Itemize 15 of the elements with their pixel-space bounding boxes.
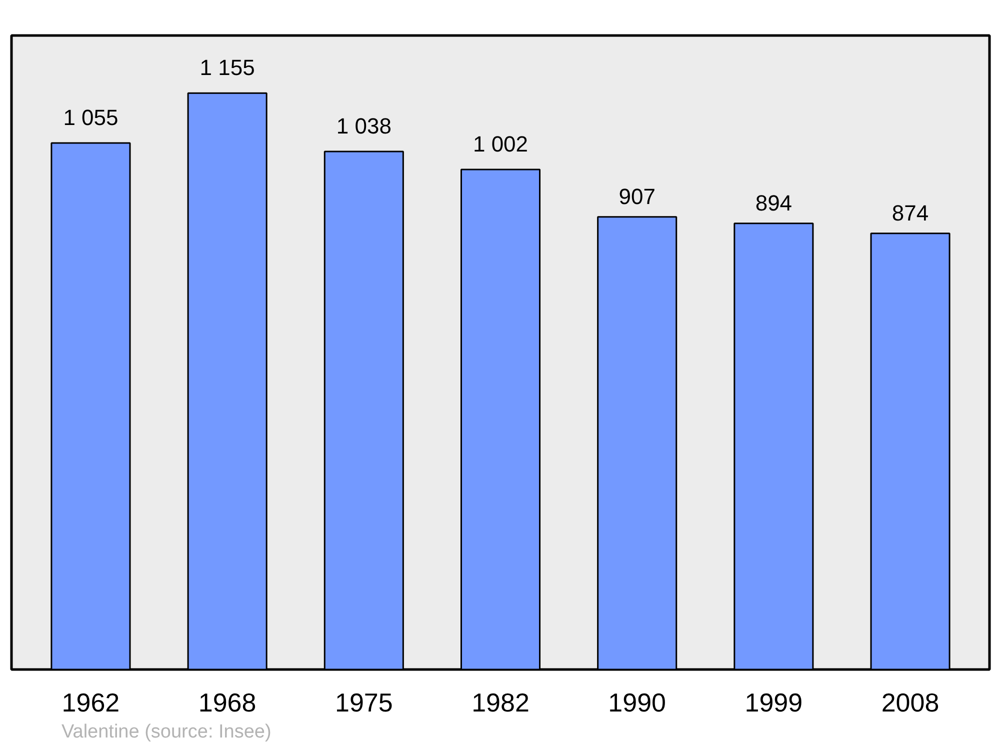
data-label: 874	[892, 200, 929, 226]
data-label: 1 002	[472, 131, 528, 156]
text: Valentine (source: Insee)	[62, 722, 272, 742]
data-label: 907	[618, 184, 656, 209]
x-tick-label: 1975	[334, 688, 393, 718]
x-tick-label: 1962	[62, 688, 120, 718]
x-tick-label: 2008	[881, 688, 940, 718]
data-label: 1 055	[63, 105, 118, 130]
x-tick-label: 1982	[472, 688, 530, 718]
x-tick-label: 1999	[744, 688, 803, 718]
x-tick-label: 1968	[198, 688, 256, 718]
x-tick-label: 1990	[608, 688, 666, 718]
data-label: 1 038	[336, 114, 392, 139]
data-label: 894	[755, 190, 792, 216]
data-label: 1 155	[200, 55, 255, 80]
